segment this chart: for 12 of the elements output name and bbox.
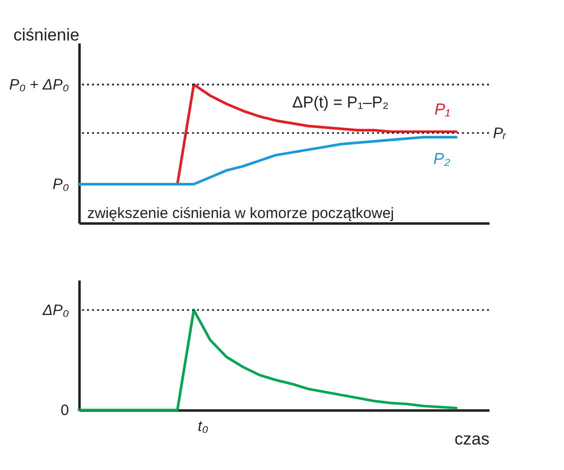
text: t₀	[198, 418, 208, 435]
text: P₀	[52, 176, 69, 194]
annotation: ΔP(t) = P₁–P₂	[292, 94, 389, 112]
ref-line-label: Pᵣ	[493, 125, 508, 142]
ref-line-label: ΔP₀	[42, 302, 69, 319]
y-axis-title: ciśnienie	[13, 26, 80, 44]
series-label: P₁	[434, 102, 450, 119]
text: 0	[60, 402, 69, 419]
x-axis-title: czas	[454, 430, 490, 448]
series-label: P₂	[433, 151, 450, 168]
annotation: zwiększenie ciśnienia w komorze początkowej	[87, 205, 394, 222]
ref-line-label: P₀ + ΔP₀	[9, 76, 69, 94]
